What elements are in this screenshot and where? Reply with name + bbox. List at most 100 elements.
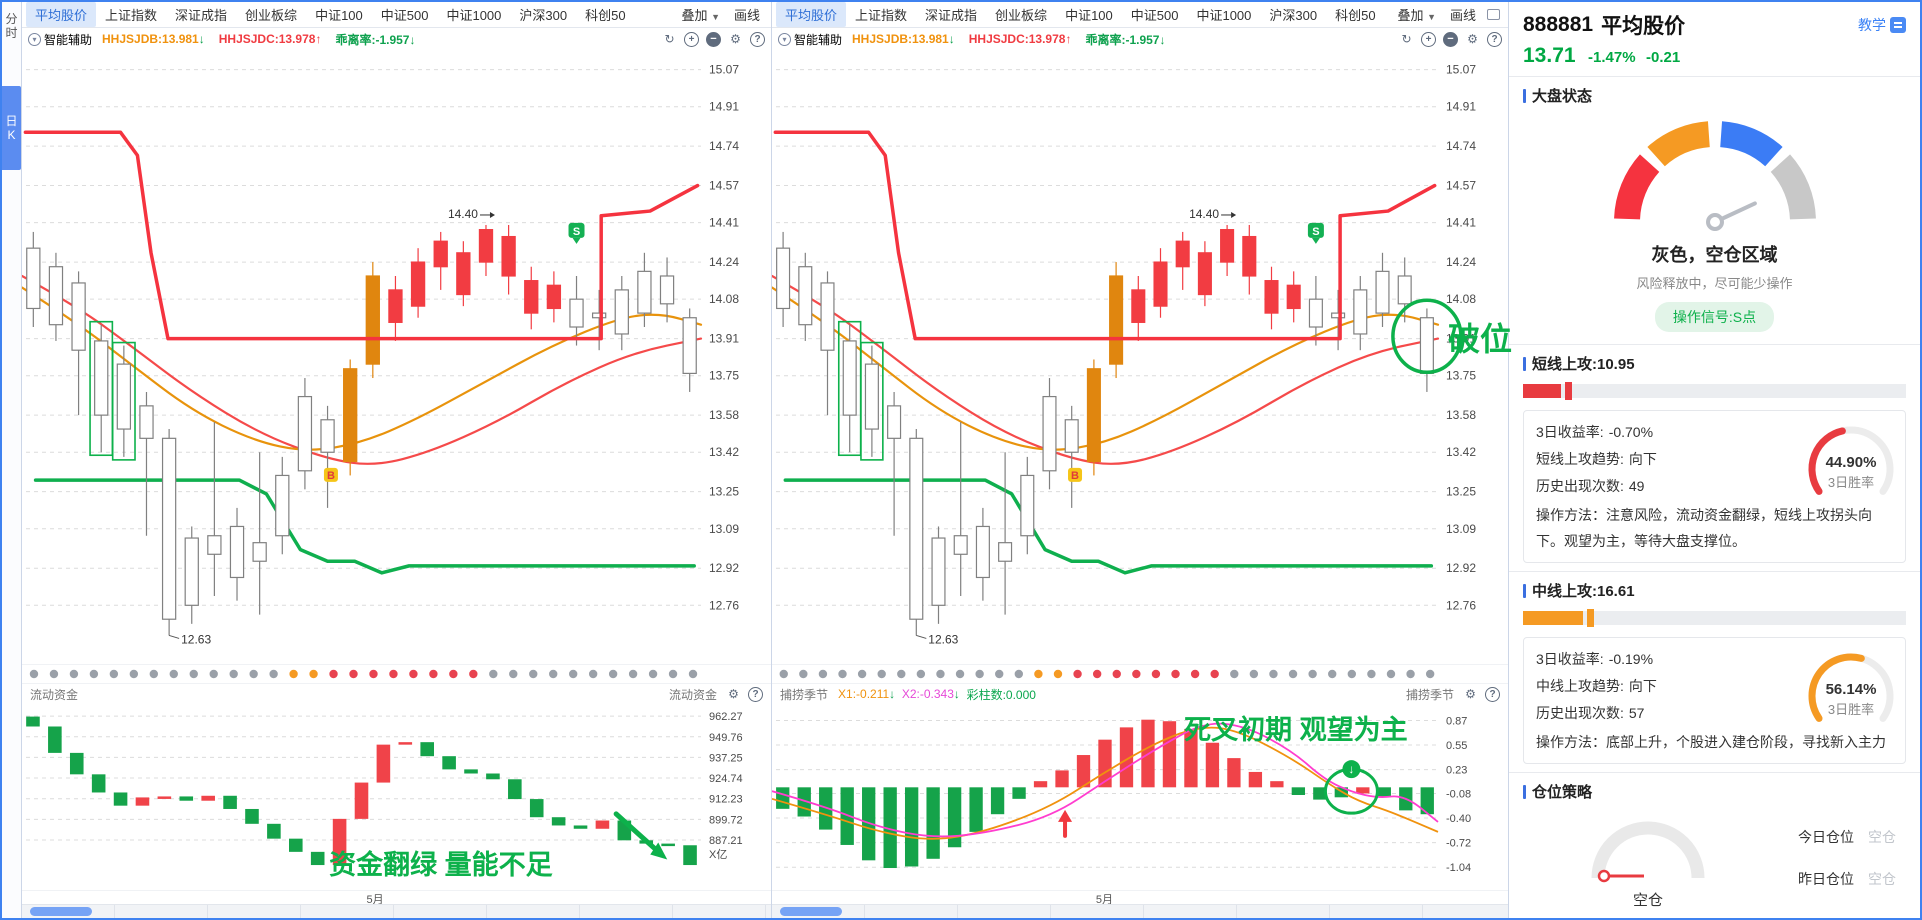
tutorial-icon[interactable] [1890, 17, 1906, 33]
svg-text:949.76: 949.76 [709, 732, 743, 744]
assistant-dropdown-icon[interactable]: ▾ [778, 32, 791, 46]
short-attack-progress[interactable] [1523, 382, 1906, 400]
mid-win-rate-gauge: 56.14% 3日胜率 [1808, 653, 1894, 722]
main-chart-area[interactable]: 15.07 14.91 14.74 14.57 14.41 14.24 14.08 13.91… [20, 50, 771, 664]
refresh-icon[interactable]: ↻ [1401, 31, 1412, 46]
svg-text:14.74: 14.74 [709, 139, 739, 153]
tab-深证成指[interactable]: 深证成指 [925, 8, 978, 23]
sub-settings-icon[interactable]: ⚙ [728, 686, 739, 701]
scrollbar-thumb[interactable] [780, 907, 842, 916]
stat-label: 3日收益率: [1536, 424, 1604, 440]
tab-中证1000[interactable]: 中证1000 [446, 8, 502, 23]
svg-text:15.07: 15.07 [1446, 63, 1476, 77]
help-icon[interactable]: ? [750, 31, 765, 47]
tab-创业板综[interactable]: 创业板综 [995, 8, 1048, 23]
sell-signal-badge [1307, 222, 1324, 238]
assistant-dropdown-icon[interactable]: ▾ [28, 32, 41, 46]
draw-line-button[interactable]: 画线 [1449, 8, 1476, 23]
sub-chart-svg[interactable]: 0.87 0.55 0.23 -0.08 -0.40 -0.72 -1.04 ↓ [771, 704, 1508, 890]
svg-text:-1.04: -1.04 [1446, 862, 1471, 874]
svg-text:12.63: 12.63 [181, 632, 211, 646]
main-chart-area[interactable]: 15.07 14.91 14.74 14.57 14.41 14.24 14.08 13.91… [770, 50, 1512, 664]
settings-icon[interactable]: ⚙ [730, 31, 741, 46]
stat-label: 短线上攻趋势: [1536, 451, 1624, 467]
short-attack-section: 短线上攻:10.95 3日收益率: -0.70% 短线上攻趋势: 向下 历史出现次数… [1509, 345, 1920, 572]
sub-chart-area[interactable]: 962.27 949.76 937.25 924.74 912.23 899.72 887.… [22, 704, 771, 890]
refresh-icon[interactable]: ↻ [664, 31, 675, 46]
draw-line-button[interactable]: 画线 [733, 8, 760, 23]
tab-中证100[interactable]: 中证100 [1065, 8, 1113, 23]
mid-attack-stats: 3日收益率: -0.19% 中线上攻趋势: 向下 历史出现次数: 57 操作方法：底部… [1523, 637, 1906, 764]
stat-value: 57 [1628, 705, 1645, 721]
svg-text:12.76: 12.76 [709, 598, 739, 612]
svg-text:13.91: 13.91 [709, 332, 739, 346]
zoom-in-icon[interactable]: + [684, 31, 699, 47]
tab-沪深300[interactable]: 沪深300 [519, 8, 568, 23]
overlay-button[interactable]: 叠加 ▼ [1397, 8, 1436, 23]
tab-创业板综[interactable]: 创业板综 [245, 8, 298, 23]
stat-value: -0.70% [1608, 424, 1654, 440]
panel-layout-icon[interactable] [1487, 9, 1500, 20]
tutorial-link[interactable]: 教学 [1858, 17, 1886, 33]
tab-科创50[interactable]: 科创50 [1335, 8, 1376, 23]
operation-signal-badge[interactable]: 操作信号:S点 [1654, 302, 1775, 332]
x2-value: X2:-0.343↓ [901, 687, 960, 701]
indicator-bar: ▾ 智能辅助 HHJSJDB:13.981↓ HHJSJDC:13.978↑ 乖离率:-… [772, 28, 1508, 50]
tab-中证100[interactable]: 中证100 [315, 8, 363, 23]
tab-平均股价[interactable]: 平均股价 [776, 2, 847, 27]
svg-text:14.41: 14.41 [709, 216, 739, 230]
tab-平均股价[interactable]: 平均股价 [26, 2, 97, 27]
sub-help-icon[interactable]: ? [1485, 686, 1500, 702]
x-axis-label: 5月 [1095, 894, 1113, 906]
section-marker [1523, 356, 1526, 371]
stat-value: -0.19% [1608, 651, 1654, 667]
sub-x-axis: 5月 [772, 890, 1508, 906]
tab-沪深300[interactable]: 沪深300 [1269, 8, 1318, 23]
svg-text:887.21: 887.21 [709, 835, 743, 847]
kline-chart-svg[interactable]: 15.0714.9114.7414.5714.4114.2414.0813.91… [20, 50, 771, 664]
tab-中证500[interactable]: 中证500 [1130, 8, 1179, 23]
svg-text:14.91: 14.91 [709, 100, 739, 114]
svg-text:962.27: 962.27 [709, 711, 743, 723]
sub-chart-area[interactable]: 0.87 0.55 0.23 -0.08 -0.40 -0.72 -1.04 ↓ 死叉初期 观望… [771, 704, 1508, 890]
stat-label: 历史出现次数: [1536, 705, 1624, 721]
svg-text:-0.40: -0.40 [1446, 813, 1471, 825]
tab-上证指数[interactable]: 上证指数 [105, 8, 158, 23]
stat-value: 向下 [1628, 451, 1657, 467]
signal-dots-row [22, 664, 771, 684]
zoom-out-icon[interactable]: − [1443, 31, 1458, 47]
tab-科创50[interactable]: 科创50 [585, 8, 626, 23]
scrollbar-thumb[interactable] [30, 907, 92, 916]
chart-scrollbar[interactable] [772, 904, 1508, 918]
tab-上证指数[interactable]: 上证指数 [855, 8, 908, 23]
sub-indicator-header: 流动资金 流动资金 ⚙? [22, 684, 771, 704]
stat-value: 49 [1628, 478, 1645, 494]
sub-settings-icon[interactable]: ⚙ [1465, 686, 1476, 701]
svg-text:13.25: 13.25 [709, 485, 739, 499]
help-icon[interactable]: ? [1487, 31, 1502, 47]
sub-help-icon[interactable]: ? [748, 686, 763, 702]
mid-attack-section: 中线上攻:16.61 3日收益率: -0.19% 中线上攻趋势: 向下 历史出现次数… [1509, 572, 1920, 773]
svg-text:13.09: 13.09 [1446, 522, 1476, 536]
chart-scrollbar[interactable] [22, 904, 771, 918]
overlay-button[interactable]: 叠加 ▼ [681, 8, 720, 23]
market-status-text: 灰色，空仓区域 [1651, 245, 1778, 265]
settings-icon[interactable]: ⚙ [1467, 31, 1478, 46]
sidebar-tab-minute[interactable]: 分时 [5, 12, 18, 40]
indicator-value: 乖离率:-1.957↓ [1085, 32, 1166, 47]
kline-chart-svg[interactable]: 15.0714.9114.7414.5714.4114.2414.0813.91… [770, 50, 1508, 664]
sub-chart-svg[interactable]: 962.27 949.76 937.25 924.74 912.23 899.72 887.… [22, 704, 771, 890]
position-gauge-label: 空仓 [1632, 892, 1663, 909]
svg-text:12.76: 12.76 [1446, 598, 1476, 612]
zoom-out-icon[interactable]: − [706, 31, 721, 47]
svg-text:0.87: 0.87 [1446, 715, 1467, 727]
zoom-in-icon[interactable]: + [1421, 31, 1436, 47]
sell-signal-badge [568, 222, 585, 238]
mid-attack-progress[interactable] [1523, 609, 1906, 627]
tab-中证500[interactable]: 中证500 [380, 8, 429, 23]
svg-text:14.08: 14.08 [1446, 292, 1476, 306]
mid-attack-title: 中线上攻:16.61 [1532, 583, 1635, 600]
tab-中证1000[interactable]: 中证1000 [1196, 8, 1252, 23]
tab-深证成指[interactable]: 深证成指 [175, 8, 228, 23]
